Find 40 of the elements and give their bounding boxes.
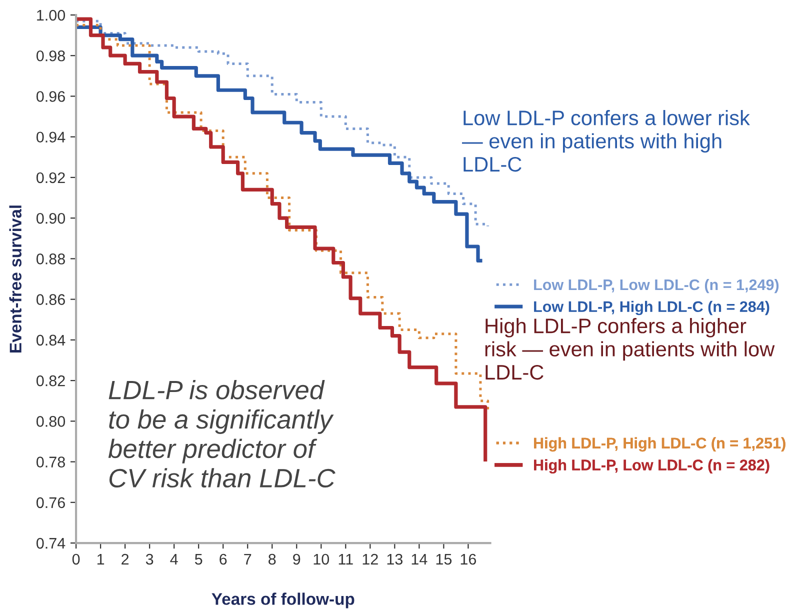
x-tick-label: 11 [338, 554, 353, 565]
x-tick-label: 15 [436, 554, 452, 565]
x-tick-label: 5 [194, 554, 202, 565]
x-axis-title: Years of follow-up [212, 592, 354, 608]
y-tick-label: 0.80 [36, 416, 66, 427]
x-tick-label: 16 [460, 554, 476, 565]
y-tick-label: 0.88 [36, 254, 65, 264]
x-tick-label: 7 [244, 554, 252, 565]
y-tick-label: 0.78 [36, 456, 65, 468]
y-tick-label: 0.74 [36, 538, 66, 549]
x-tick-label: 6 [220, 554, 227, 565]
legend-label: Low LDL-P, High LDL-C (n = 284) [534, 300, 770, 316]
x-tick-label: 13 [387, 554, 402, 565]
y-tick-label: 0.76 [36, 497, 65, 508]
y-tick-label: 0.84 [36, 334, 66, 346]
x-tick-label: 14 [412, 554, 428, 565]
x-tick-label: 4 [170, 554, 178, 565]
y-tick-label: 1.00 [37, 10, 66, 21]
y-tick-label: 0.92 [36, 172, 65, 184]
legend-label: High LDL-P, Low LDL-C (n = 282) [534, 459, 770, 474]
y-tick-label: 0.96 [36, 91, 65, 102]
annotation: LDL-P is observed to be a significantly better predictor of CV risk than LDL-C [108, 380, 336, 488]
legend-label: Low LDL-P, Low LDL-C (n = 1,249) [534, 278, 779, 294]
x-tick-label: 8 [268, 554, 276, 565]
x-tick-label: 12 [362, 554, 378, 565]
y-tick-label: 0.94 [36, 132, 66, 143]
x-tick-label: 9 [293, 554, 300, 565]
x-tick-label: 10 [314, 554, 330, 565]
y-tick-label: 0.86 [36, 294, 65, 305]
y-tick-label: 0.98 [36, 50, 65, 62]
x-tick-label: 2 [122, 554, 129, 565]
x-tick-label: 3 [146, 554, 154, 565]
y-axis-title: Event-free survival [9, 206, 22, 352]
y-tick-label: 0.90 [36, 212, 66, 224]
y-tick-label: 0.82 [36, 375, 65, 386]
x-tick-label: 1 [97, 554, 104, 565]
annotation: High LDL-P confers a higher risk — even in patients with low LDL-C [485, 318, 775, 380]
legend-label: High LDL-P, High LDL-C (n = 1,251) [534, 437, 786, 452]
x-tick-label: 0 [72, 554, 80, 565]
annotation: Low LDL-P confers a lower risk — even in patients with high LDL-C [462, 110, 750, 172]
